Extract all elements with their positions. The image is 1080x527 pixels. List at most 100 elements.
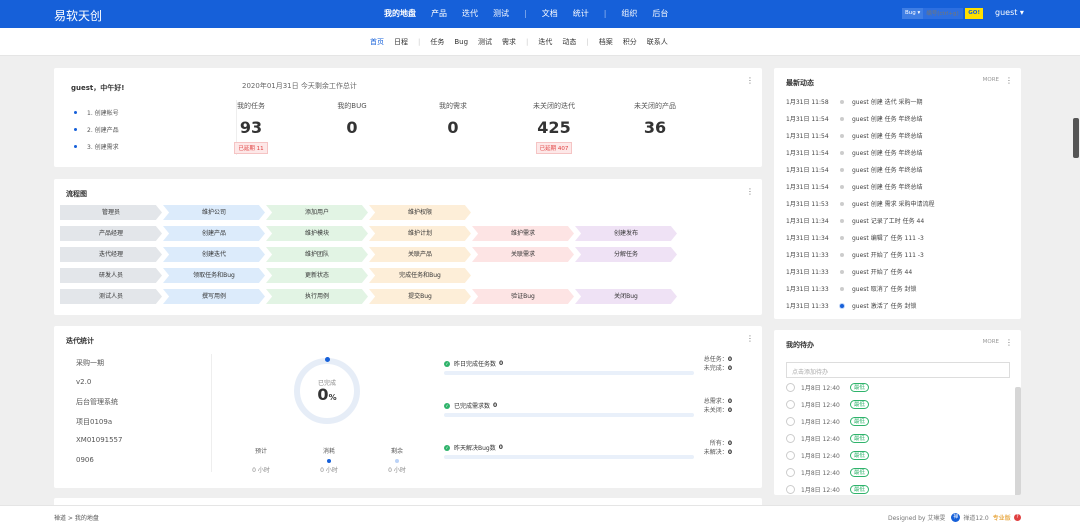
subnav-item[interactable]: 测试: [478, 38, 493, 46]
iteration-item[interactable]: 后台管理系统: [76, 398, 118, 406]
subnav-item[interactable]: 联系人: [646, 38, 668, 46]
activity-item[interactable]: 1月31日 11:54 guest 创建 任务 年终总结: [786, 148, 1006, 157]
onboarding-step[interactable]: 3. 创建需求: [74, 138, 119, 155]
todo-checkbox[interactable]: [786, 485, 795, 494]
page-scrollbar[interactable]: [1073, 118, 1079, 158]
nav-item[interactable]: 我的地盘: [384, 9, 416, 18]
flow-step[interactable]: 创建迭代: [163, 247, 265, 262]
nav-item[interactable]: 产品: [431, 9, 447, 18]
panel-menu-icon[interactable]: ⋮: [746, 76, 754, 85]
subnav-item[interactable]: 任务: [430, 38, 445, 46]
todo-checkbox[interactable]: [786, 468, 795, 477]
nav-item[interactable]: 测试: [493, 9, 509, 18]
iteration-item[interactable]: 采购一期: [76, 359, 104, 367]
brand-logo-text[interactable]: 易软天创: [54, 9, 103, 23]
more-link[interactable]: MORE: [982, 77, 999, 83]
todo-item[interactable]: 1月8日 12:40 最低: [786, 383, 869, 392]
flow-step[interactable]: 分解任务: [575, 247, 677, 262]
todo-checkbox[interactable]: [786, 383, 795, 392]
search-type-select[interactable]: Bug ▾: [902, 8, 924, 19]
todo-item[interactable]: 1月8日 12:40 最低: [786, 417, 869, 426]
activity-item[interactable]: 1月31日 11:54 guest 创建 任务 年终总结: [786, 131, 1006, 140]
subnav-item[interactable]: Bug: [454, 38, 469, 46]
todo-item[interactable]: 1月8日 12:40 最低: [786, 400, 869, 409]
panel-menu-icon[interactable]: ⋮: [1005, 76, 1013, 85]
subnav-item[interactable]: 迭代: [538, 38, 553, 46]
todo-checkbox[interactable]: [786, 451, 795, 460]
activity-item[interactable]: 1月31日 11:54 guest 创建 任务 年终总结: [786, 182, 1006, 191]
todo-item[interactable]: 1月8日 12:40 最低: [786, 434, 869, 443]
nav-item[interactable]: 统计: [572, 9, 589, 18]
activity-item[interactable]: 1月31日 11:53 guest 创建 需求 采购申请流程: [786, 199, 1006, 208]
breadcrumb[interactable]: 禅道 > 我的地盘: [54, 515, 99, 522]
stat-block[interactable]: 我的BUG 0: [307, 101, 397, 137]
stat-block[interactable]: 未关闭的产品 36: [610, 101, 700, 137]
upgrade-icon[interactable]: ?: [1013, 514, 1021, 521]
subnav-item[interactable]: 需求: [502, 38, 517, 46]
search-input[interactable]: [923, 8, 964, 19]
todo-item[interactable]: 1月8日 12:40 最低: [786, 485, 869, 494]
activity-item[interactable]: 1月31日 11:54 guest 创建 任务 年终总结: [786, 165, 1006, 174]
iteration-item[interactable]: XM01091557: [76, 436, 123, 444]
flow-step[interactable]: 维护模块: [266, 226, 368, 241]
todo-checkbox[interactable]: [786, 417, 795, 426]
flow-step[interactable]: 提交Bug: [369, 289, 471, 304]
iteration-item[interactable]: v2.0: [76, 377, 92, 386]
flow-step[interactable]: 关联需求: [472, 247, 574, 262]
flow-step[interactable]: 关闭Bug: [575, 289, 677, 304]
iteration-item[interactable]: 项目0109a: [76, 417, 113, 426]
activity-item[interactable]: 1月31日 11:33 guest 开始了 任务 44: [786, 267, 1006, 276]
panel-menu-icon[interactable]: ⋮: [746, 187, 754, 196]
flow-step[interactable]: 关联产品: [369, 247, 471, 262]
flow-step[interactable]: 创建产品: [163, 226, 265, 241]
edition-link[interactable]: 专业版: [992, 515, 1011, 522]
flow-step[interactable]: 创建发布: [575, 226, 677, 241]
more-link[interactable]: MORE: [982, 339, 999, 345]
flow-step[interactable]: 更新状态: [266, 268, 368, 283]
flow-step[interactable]: 完成任务和Bug: [369, 268, 471, 283]
search-go-button[interactable]: GO!: [965, 8, 983, 19]
subnav-item[interactable]: 积分: [622, 38, 637, 46]
panel-menu-icon[interactable]: ⋮: [1005, 338, 1013, 347]
onboarding-step[interactable]: 2. 创建产品: [74, 121, 119, 138]
flow-step[interactable]: 撰写用例: [163, 289, 265, 304]
flow-step[interactable]: 维护需求: [472, 226, 574, 241]
stat-block[interactable]: 我的需求 0: [408, 101, 498, 137]
nav-item[interactable]: 文档: [541, 9, 558, 18]
flow-step[interactable]: 执行用例: [266, 289, 368, 304]
iteration-item[interactable]: 0906: [76, 455, 94, 464]
stat-block[interactable]: 我的任务 93 已延期 11: [206, 101, 296, 154]
flow-step[interactable]: 添加用户: [266, 205, 368, 220]
version-link[interactable]: 禅道12.0: [963, 515, 989, 522]
todo-checkbox[interactable]: [786, 434, 795, 443]
user-menu[interactable]: guest ▾: [995, 8, 1024, 17]
stat-block[interactable]: 未关闭的迭代 425 已延期 407: [509, 101, 599, 154]
flow-step[interactable]: 维护权限: [369, 205, 471, 220]
activity-item[interactable]: 1月31日 11:33 guest 开始了 任务 111 -3: [786, 250, 1006, 259]
todo-scrollbar[interactable]: [1015, 387, 1021, 495]
add-todo-input[interactable]: 点击添加待办: [786, 362, 1010, 378]
todo-checkbox[interactable]: [786, 400, 795, 409]
nav-item[interactable]: 后台: [652, 9, 669, 18]
todo-item[interactable]: 1月8日 12:40 最低: [786, 451, 869, 460]
flow-step[interactable]: 验证Bug: [472, 289, 574, 304]
panel-menu-icon[interactable]: ⋮: [746, 334, 754, 343]
activity-item[interactable]: 1月31日 11:33 guest 取消了 任务 封锁: [786, 284, 1006, 293]
activity-item[interactable]: 1月31日 11:33 guest 激活了 任务 封锁: [786, 301, 1006, 310]
nav-item[interactable]: 迭代: [462, 9, 478, 18]
onboarding-step[interactable]: 1. 创建帐号: [74, 104, 119, 121]
subnav-item[interactable]: 日程: [394, 38, 408, 46]
nav-item[interactable]: 组织: [621, 9, 638, 18]
flow-step[interactable]: 维护计划: [369, 226, 471, 241]
flow-step[interactable]: 维护团队: [266, 247, 368, 262]
activity-item[interactable]: 1月31日 11:34 guest 编辑了 任务 111 -3: [786, 233, 1006, 242]
activity-item[interactable]: 1月31日 11:34 guest 记录了工时 任务 44: [786, 216, 1006, 225]
subnav-item[interactable]: 档案: [598, 38, 613, 46]
subnav-item[interactable]: 首页: [370, 38, 384, 46]
subnav-item[interactable]: 动态: [562, 38, 577, 46]
activity-item[interactable]: 1月31日 11:58 guest 创建 迭代 采购一期: [786, 97, 1006, 106]
activity-item[interactable]: 1月31日 11:54 guest 创建 任务 年终总结: [786, 114, 1006, 123]
todo-item[interactable]: 1月8日 12:40 最低: [786, 468, 869, 477]
flow-step[interactable]: 领取任务和Bug: [163, 268, 265, 283]
flow-step[interactable]: 维护公司: [163, 205, 265, 220]
